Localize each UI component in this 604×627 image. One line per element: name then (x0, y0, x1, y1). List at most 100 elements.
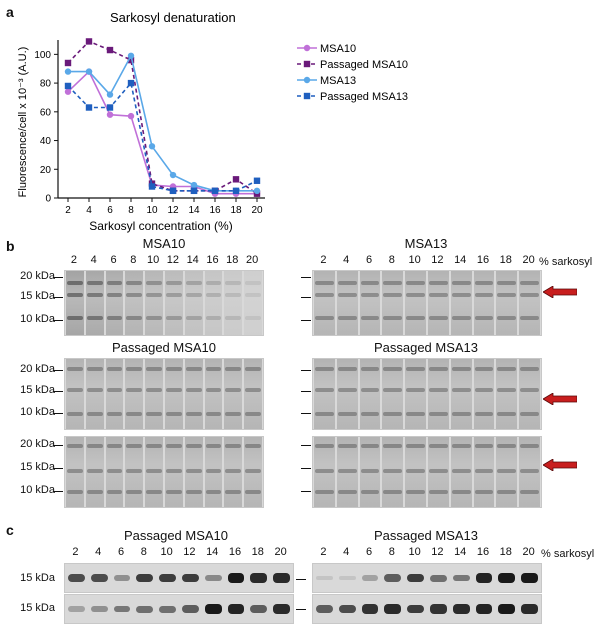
chart-series (64, 38, 261, 197)
blot-band (185, 388, 202, 393)
blot-band (166, 280, 182, 285)
blot-band (245, 293, 261, 298)
blot-band (520, 293, 539, 298)
kda-label-15: 15 kDa (20, 461, 55, 473)
data-point (106, 111, 114, 118)
blot-band (67, 444, 83, 448)
data-point (148, 143, 156, 150)
blot-lane (405, 359, 426, 429)
blot-band (106, 489, 123, 494)
blot-band (126, 367, 143, 372)
blot-band (166, 489, 182, 494)
kda-label-10: 10 kDa (20, 406, 55, 418)
blot-band (384, 604, 402, 614)
blot-band (451, 411, 471, 416)
blot-band (360, 315, 380, 320)
blot-band (136, 573, 154, 583)
blot-lane (359, 437, 381, 507)
red-arrow-icon (543, 459, 577, 471)
lane-label: 18 (499, 546, 512, 558)
blot-lane (314, 359, 335, 429)
lane-label: 10 (408, 254, 421, 266)
y-tick-label: 20 (40, 165, 52, 176)
blot-band (185, 280, 202, 285)
blot-band (474, 411, 494, 416)
kda-label-15: 15 kDa (20, 290, 55, 302)
blot-band (205, 315, 222, 320)
lane-label: 14 (186, 254, 199, 266)
kda-label-10: 10 kDa (20, 313, 55, 325)
blot-band (429, 388, 448, 393)
blot-title-passaged-msa13: Passaged MSA13 (373, 340, 479, 355)
data-point (127, 112, 135, 120)
blot-band (86, 315, 103, 320)
blot-lane (165, 437, 183, 507)
blot-band (497, 468, 517, 473)
blot-band (245, 468, 261, 473)
lane-label: 18 (499, 254, 512, 266)
lane-label: 2 (320, 254, 327, 266)
blot-band (126, 293, 143, 298)
lane-label: 12 (166, 254, 180, 266)
y-tick-label: 60 (40, 107, 52, 118)
blot-band (68, 606, 85, 612)
x-tick-label: 20 (251, 205, 263, 216)
blot-band (205, 468, 222, 473)
blot-band (113, 575, 131, 581)
blot-lane (405, 437, 426, 507)
blot-lane (244, 437, 262, 507)
blot-band (315, 280, 334, 285)
lane-label: 8 (388, 546, 395, 558)
blot-band (86, 444, 103, 448)
x-tick-label: 16 (209, 205, 221, 216)
blot-band (498, 573, 516, 583)
x-tick-label: 18 (230, 205, 242, 216)
blot-band (521, 573, 538, 583)
kda-label-15: 15 kDa (20, 384, 55, 396)
kda-label-15: 15 kDa (20, 572, 55, 584)
blot-band (337, 388, 357, 393)
blot-lane (382, 437, 404, 507)
blot-band (360, 388, 380, 393)
data-point (64, 88, 72, 95)
blot-band (474, 315, 494, 320)
data-point (148, 183, 156, 190)
blot-band (225, 280, 242, 285)
data-point (127, 52, 135, 59)
blot-band (205, 388, 222, 393)
legend-marker (303, 60, 311, 68)
blot-band (474, 280, 494, 285)
lane-label: 14 (206, 546, 219, 558)
blot-lane (165, 271, 183, 335)
blot-lane (336, 359, 358, 429)
blot-lane (125, 271, 144, 335)
kda-label-10: 10 kDa (20, 484, 55, 496)
blot-lane (66, 359, 84, 429)
blot-band (497, 489, 517, 494)
blot-band (520, 315, 539, 320)
marker-tick (301, 445, 311, 446)
blot-band (429, 489, 448, 494)
lane-label: 14 (454, 254, 467, 266)
blot-band (86, 489, 103, 494)
blot-band (338, 604, 356, 614)
blot-band (225, 367, 242, 372)
blot-lane (473, 359, 495, 429)
lane-label: 20 (522, 546, 535, 558)
blot-band (86, 468, 103, 473)
marker-tick (301, 320, 311, 321)
blot-lane (105, 271, 124, 335)
data-point (127, 56, 135, 64)
blot-band (205, 444, 222, 448)
lane-label: 16 (228, 546, 242, 558)
blot-band (383, 315, 403, 320)
blot-band (521, 604, 538, 614)
blot-band (106, 280, 123, 285)
blot-band (106, 444, 123, 448)
blot-band (245, 489, 261, 494)
blot-band (126, 444, 143, 448)
blot-lane (85, 437, 104, 507)
marker-tick (301, 491, 311, 492)
blot-band (126, 468, 143, 473)
blot-lane (428, 437, 449, 507)
